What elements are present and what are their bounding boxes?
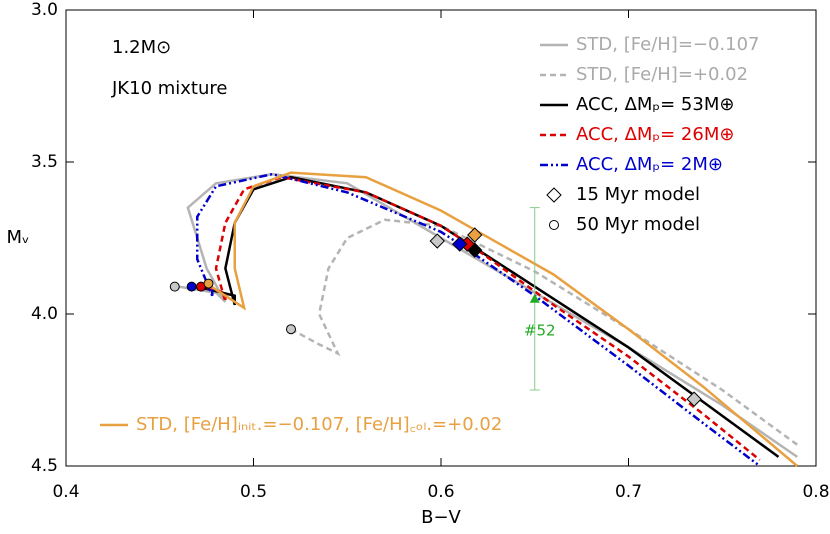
circle-marker [203, 278, 214, 289]
star-label: #52 [524, 321, 556, 339]
x-tick-label: 0.7 [615, 482, 642, 502]
y-tick-label: 3.5 [31, 152, 58, 172]
x-tick-label: 0.8 [802, 482, 829, 502]
legend-marker [549, 220, 559, 230]
legend-label: 15 Myr model [576, 184, 700, 205]
x-tick-label: 0.6 [427, 482, 454, 502]
x-tick-label: 0.5 [240, 482, 267, 502]
series-line [205, 171, 799, 467]
series-line [290, 218, 798, 446]
legend-label: STD, [Fe/H]=+0.02 [576, 64, 748, 85]
legend-marker [546, 187, 562, 203]
diamond-marker [452, 236, 468, 252]
circle-marker [186, 281, 197, 292]
circle-marker [286, 324, 296, 335]
legend-label: STD, [Fe/H]ᵢₙᵢₜ.=−0.107, [Fe/H]꜀ₒₗ.=+0.0… [136, 414, 502, 435]
series-line [191, 172, 761, 467]
legend-label: ACC, ΔMₚ= 53M⊕ [576, 94, 734, 115]
annotation: 1.2M⊙ [112, 37, 171, 58]
legend-label: 50 Myr model [576, 214, 700, 235]
legend-label: ACC, ΔMₚ= 26M⊕ [576, 124, 734, 145]
x-axis-label: B−V [421, 507, 461, 528]
circle-marker [169, 281, 180, 292]
diamond-marker [686, 391, 702, 407]
legend-label: STD, [Fe/H]=−0.107 [576, 34, 760, 55]
series-line [196, 175, 761, 461]
y-tick-label: 4.5 [31, 456, 58, 476]
diamond-marker [467, 227, 483, 243]
x-tick-label: 0.4 [52, 482, 79, 502]
legend-label: ACC, ΔMₚ= 2M⊕ [576, 154, 723, 175]
y-axis-label: Mᵥ [6, 227, 29, 248]
star-marker [529, 293, 540, 303]
annotation: JK10 mixture [111, 78, 227, 99]
y-tick-label: 4.0 [31, 304, 58, 324]
y-tick-label: 3.0 [31, 0, 58, 20]
diamond-marker [429, 233, 445, 249]
